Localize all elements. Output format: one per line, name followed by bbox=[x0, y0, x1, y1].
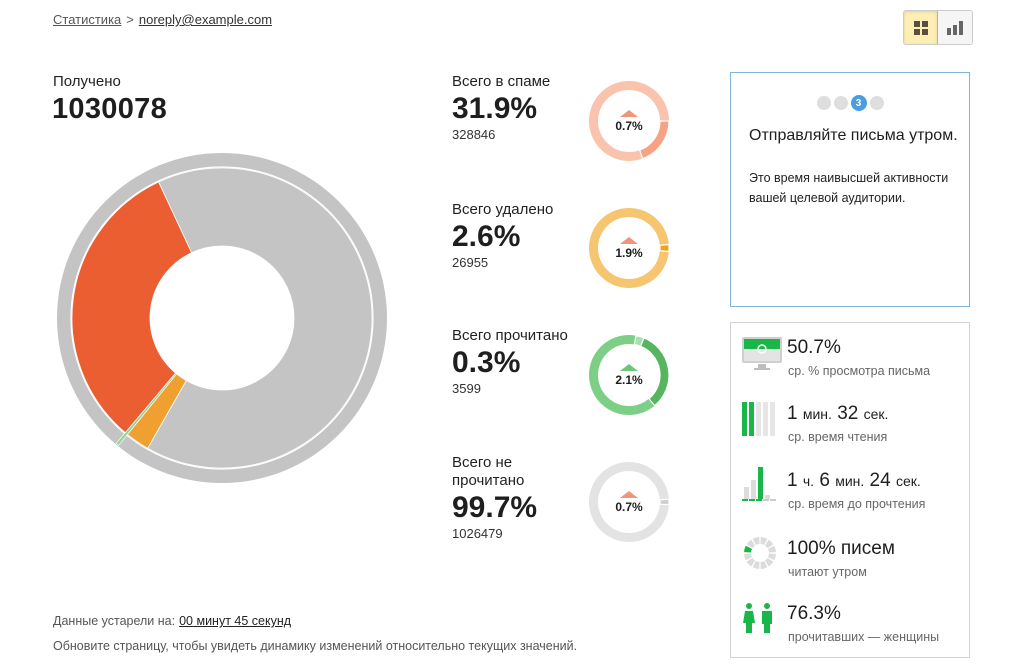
stat-value: 1 ч. 6 мин. 24 сек. bbox=[787, 470, 921, 492]
tip-card: 3 Отправляйте письма утром. Это время на… bbox=[730, 72, 970, 307]
histogram-icon bbox=[742, 467, 776, 501]
total-breakdown-donut-chart bbox=[57, 153, 387, 483]
stat-value: 50.7% bbox=[787, 337, 841, 358]
stat-time-to-read: 1 ч. 6 мин. 24 сек. ср. время до прочтен… bbox=[731, 467, 969, 530]
stat-unit-minutes: мин. bbox=[835, 473, 865, 489]
stat-unit-hours: ч. bbox=[802, 473, 815, 489]
stat-label: ср. % просмотра письма bbox=[788, 364, 931, 378]
bar-chart-icon bbox=[947, 20, 963, 35]
metric-percent: 0.3% bbox=[452, 346, 521, 379]
tip-title: Отправляйте письма утром. bbox=[749, 127, 958, 144]
read-ring-chart bbox=[589, 334, 670, 415]
clock-dial-icon bbox=[744, 537, 776, 569]
stat-morning-reads: 100% писем читают утром bbox=[731, 537, 969, 598]
tip-page-dot-3[interactable]: 3 bbox=[850, 95, 867, 111]
metric-label: Всего удалено bbox=[452, 201, 554, 218]
tip-page-dot-4[interactable] bbox=[869, 96, 884, 110]
trend-up-icon bbox=[620, 109, 638, 117]
received-label: Получено bbox=[53, 73, 121, 90]
grid-icon bbox=[913, 20, 928, 35]
read-trend-donut: 2.1% bbox=[587, 333, 671, 417]
grid-view-button[interactable] bbox=[904, 11, 938, 44]
metric-percent: 99.7% bbox=[452, 491, 538, 524]
monitor-icon bbox=[742, 337, 782, 370]
stat-value-seconds: 24 bbox=[869, 470, 891, 491]
metric-label: Всего не прочитано bbox=[452, 454, 525, 489]
reading-bars-icon bbox=[742, 402, 775, 436]
breadcrumb: Статистика > noreply@example.com bbox=[53, 12, 272, 27]
metric-percent: 31.9% bbox=[452, 92, 538, 125]
breadcrumb-separator: > bbox=[126, 12, 134, 27]
metric-deleted: Всего удалено 2.6% 26955 bbox=[452, 201, 582, 270]
metric-label: Всего в спаме bbox=[452, 73, 551, 90]
women-icon bbox=[743, 603, 772, 633]
metric-percent: 2.6% bbox=[452, 220, 521, 253]
trend-delta: 2.1% bbox=[615, 372, 643, 387]
refresh-hint: Обновите страницу, чтобы увидеть динамик… bbox=[53, 639, 578, 653]
trend-up-icon bbox=[620, 236, 638, 244]
stat-label: ср. время чтения bbox=[788, 430, 888, 444]
metric-count: 328846 bbox=[452, 127, 496, 142]
stat-label: ср. время до прочтения bbox=[788, 497, 926, 511]
stat-label: читают утром bbox=[788, 565, 867, 579]
trend-delta: 0.7% bbox=[615, 499, 643, 514]
stat-label: прочитавших — женщины bbox=[788, 630, 940, 644]
stat-read-time: 1 мин. 32 сек. ср. время чтения bbox=[731, 402, 969, 463]
stat-view-percent: 50.7% ср. % просмотра письма bbox=[731, 337, 969, 397]
metric-unread: Всего не прочитано 99.7% 1026479 bbox=[452, 454, 572, 541]
tip-body: Это время наивысшей активности вашей цел… bbox=[749, 171, 949, 205]
stat-women-readers: 76.3% прочитавших — женщины bbox=[731, 603, 969, 663]
stat-value-hours: 1 bbox=[787, 470, 798, 491]
metric-spam: Всего в спаме 31.9% 328846 bbox=[452, 73, 582, 142]
stat-value-minutes: 6 bbox=[819, 470, 830, 491]
stale-data-notice: Данные устарели на: 00 минут 45 секунд bbox=[53, 614, 291, 628]
breadcrumb-current-link[interactable]: noreply@example.com bbox=[138, 12, 273, 27]
metric-label: Всего прочитано bbox=[452, 327, 568, 344]
stale-data-time-link[interactable]: 00 минут 45 секунд bbox=[179, 614, 292, 628]
spam-ring-chart bbox=[589, 81, 670, 161]
stat-unit-seconds: сек. bbox=[895, 473, 921, 489]
trend-up-icon bbox=[620, 363, 638, 371]
received-value: 1030078 bbox=[52, 93, 167, 125]
unread-ring-chart bbox=[589, 462, 670, 542]
metric-count: 26955 bbox=[452, 255, 489, 270]
metric-read: Всего прочитано 0.3% 3599 bbox=[452, 327, 582, 396]
stat-value-seconds: 32 bbox=[837, 403, 859, 424]
tip-page-dot-2[interactable] bbox=[833, 96, 848, 110]
stat-value: 1 мин. 32 сек. bbox=[787, 403, 888, 425]
stat-unit-seconds: сек. bbox=[863, 406, 889, 422]
deleted-trend-donut: 1.9% bbox=[587, 206, 671, 290]
trend-delta: 0.7% bbox=[615, 118, 643, 133]
deleted-ring-chart bbox=[589, 208, 670, 288]
unread-trend-donut: 0.7% bbox=[587, 460, 671, 544]
metric-count: 1026479 bbox=[452, 526, 503, 541]
tip-page-dot-1[interactable] bbox=[816, 96, 831, 110]
view-toggle bbox=[903, 10, 973, 45]
trend-up-icon bbox=[620, 490, 638, 498]
stale-data-label: Данные устарели на: bbox=[53, 614, 176, 628]
trend-delta: 1.9% bbox=[615, 245, 643, 260]
chart-view-button[interactable] bbox=[938, 11, 972, 44]
stat-value-minutes: 1 bbox=[787, 403, 798, 424]
stat-value: 76.3% bbox=[787, 603, 841, 624]
tip-pager: 3 bbox=[731, 95, 969, 111]
stat-value: 100% писем bbox=[787, 538, 895, 559]
stat-unit-minutes: мин. bbox=[802, 406, 832, 422]
spam-trend-donut: 0.7% bbox=[587, 79, 671, 163]
stats-card: 50.7% ср. % просмотра письма 1 мин. 32 с… bbox=[730, 322, 970, 658]
metric-count: 3599 bbox=[452, 381, 481, 396]
breadcrumb-statistics-link[interactable]: Статистика bbox=[53, 12, 122, 27]
